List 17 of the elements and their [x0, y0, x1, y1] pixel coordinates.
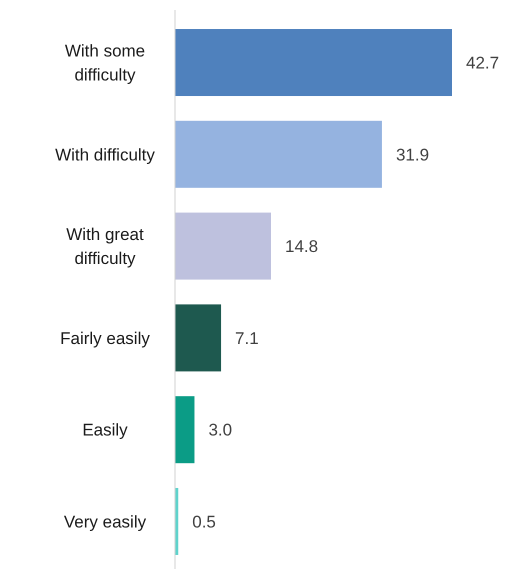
y-tick-label: Easily	[82, 420, 128, 440]
data-label: 31.9	[396, 145, 430, 164]
data-label: 3.0	[208, 420, 232, 440]
data-label: 0.5	[192, 512, 216, 532]
data-label: 14.8	[285, 237, 318, 256]
y-tick-label: With some difficulty	[64, 41, 146, 84]
bar	[175, 304, 222, 372]
y-tick-label: Very easily	[64, 512, 147, 532]
y-tick-label: With great difficulty	[66, 225, 144, 268]
data-label: 42.7	[466, 53, 500, 72]
bar	[175, 212, 272, 280]
bar	[175, 29, 452, 96]
bar	[175, 120, 382, 188]
data-label: 7.1	[235, 328, 259, 348]
bar	[175, 396, 194, 464]
y-tick-label: With difficulty	[55, 145, 156, 164]
y-tick-label: Fairly easily	[60, 328, 150, 348]
